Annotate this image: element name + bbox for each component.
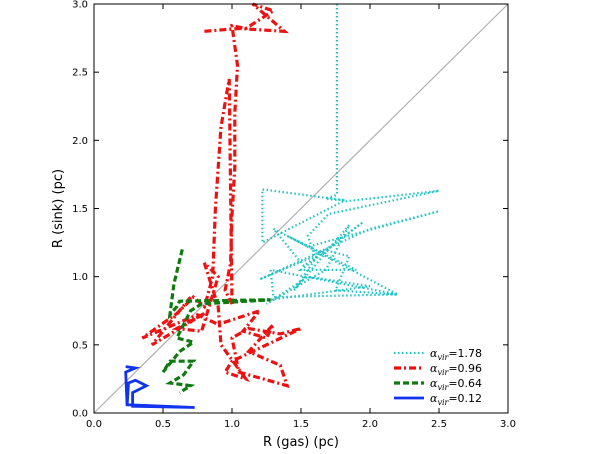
y-tick-label: 1.5 (72, 204, 88, 215)
y-tick-label: 3.0 (72, 0, 88, 11)
x-axis: 0.0 0.5 1.0 1.5 2.0 2.5 3.0 (86, 4, 516, 430)
x-tick-label: 2.0 (362, 419, 378, 430)
y-tick-label: 0.0 (72, 409, 88, 420)
x-tick-label: 1.5 (293, 419, 309, 430)
y-tick-label: 2.5 (72, 68, 88, 79)
legend-label: αvir=0.64 (430, 377, 482, 392)
y-tick-label: 0.5 (72, 340, 88, 351)
series-layer (124, 2, 440, 409)
x-tick-label: 0.5 (155, 419, 171, 430)
x-tick-label: 2.5 (431, 419, 447, 430)
x-tick-label: 0.0 (86, 419, 102, 430)
series-line-solid (124, 365, 195, 409)
series-line-dashdot (141, 2, 302, 389)
series-line-dotted (259, 4, 440, 305)
legend-label: αvir=1.78 (430, 347, 482, 362)
series-line-dashed (161, 249, 271, 394)
legend-label: αvir=0.96 (430, 362, 482, 377)
diagonal-reference-line (93, 3, 509, 414)
x-tick-label: 1.0 (224, 419, 240, 430)
y-tick-label: 1.0 (72, 272, 88, 283)
y-tick-label: 2.0 (72, 136, 88, 147)
y-axis-label: R (sink) (pc) (51, 169, 66, 248)
y-axis: 0.0 0.5 1.0 1.5 2.0 2.5 3.0 (72, 0, 508, 420)
x-tick-label: 3.0 (500, 419, 516, 430)
x-axis-label: R (gas) (pc) (263, 435, 339, 450)
legend-label: αvir=0.12 (430, 392, 482, 407)
reference-line-layer (93, 3, 509, 414)
